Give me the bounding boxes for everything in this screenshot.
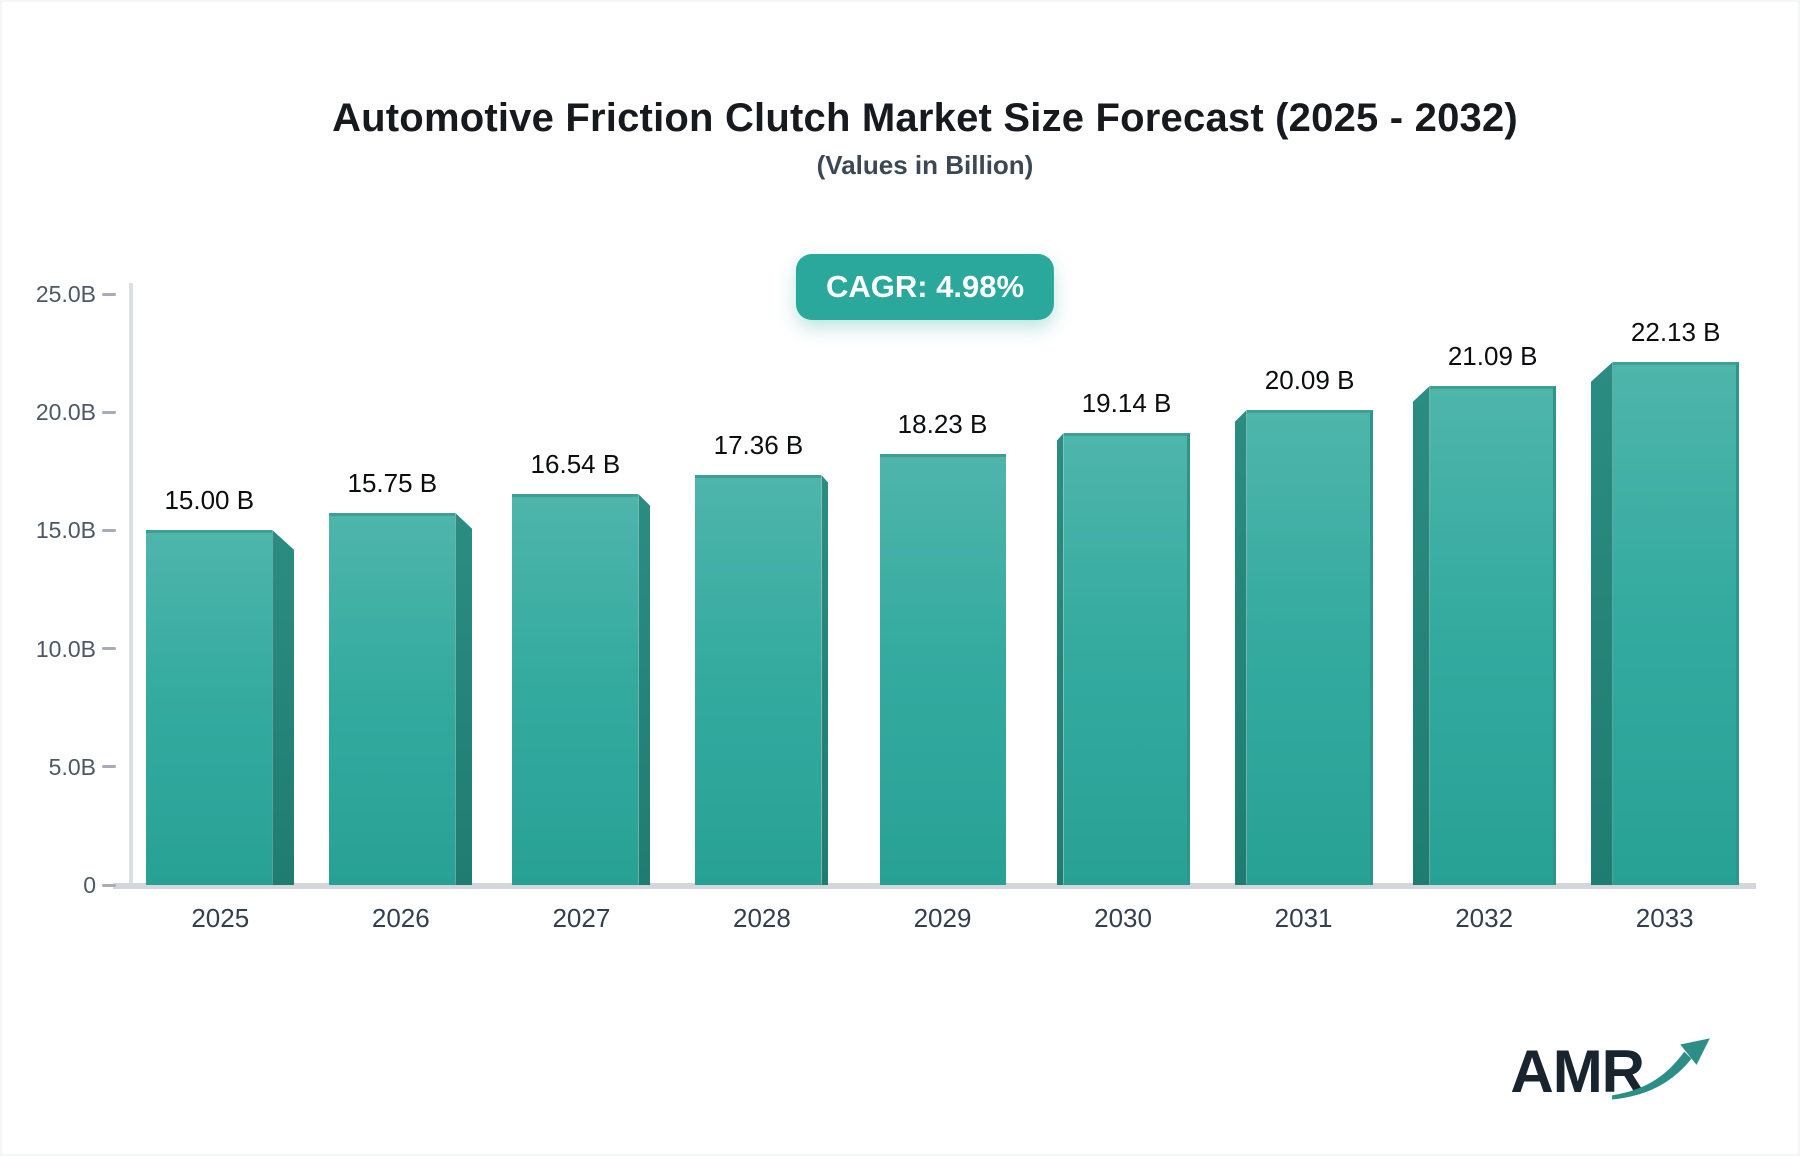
bar-3d-side-2027 — [638, 494, 651, 885]
bar-2031 — [1246, 410, 1373, 885]
y-axis-tick-mark — [102, 883, 116, 887]
x-axis-label-2026: 2026 — [371, 903, 430, 933]
y-axis-tick-label: 15.0B — [35, 517, 96, 544]
amr-logo-text: AMR — [1510, 1038, 1645, 1105]
bar-2033 — [1612, 362, 1739, 885]
bar-value-label-2031: 20.09 B — [1264, 365, 1355, 395]
bar-value-label-2027: 16.54 B — [530, 449, 621, 479]
y-axis-tick-label: 0 — [83, 872, 96, 898]
y-axis-tick-mark — [102, 647, 116, 651]
x-axis-label-2025: 2025 — [191, 903, 250, 933]
x-axis-label-2029: 2029 — [913, 903, 972, 933]
bar-2029 — [879, 454, 1006, 885]
chart-subtitle: (Values in Billion) — [816, 150, 1034, 180]
bar-2025 — [146, 530, 273, 885]
plot-area: 0 5.0B 10.0B 15.0B 20.0B 25.0B 15.00 B 2025 15.7… — [36, 282, 1756, 933]
bar-3d-side-2032 — [1412, 386, 1430, 885]
y-axis-tick-mark — [102, 292, 116, 296]
y-axis-tick-label: 5.0B — [48, 753, 96, 780]
x-axis-label-2027: 2027 — [552, 903, 611, 933]
bar-value-label-2026: 15.75 B — [347, 468, 438, 498]
y-axis-tick-label: 20.0B — [35, 399, 96, 426]
bar-value-label-2030: 19.14 B — [1081, 388, 1172, 418]
bar-2028 — [695, 475, 822, 885]
bar-value-label-2029: 18.23 B — [897, 409, 988, 439]
bar-2026 — [329, 513, 456, 885]
cagr-badge: CAGR: 4.98% — [795, 254, 1055, 320]
bar-3d-side-2028 — [821, 475, 829, 885]
bar-3d-side-2033 — [1590, 362, 1613, 885]
growth-arrow-icon — [1612, 1038, 1710, 1100]
x-axis-line — [113, 883, 1756, 889]
bar-value-label-2033: 22.13 B — [1630, 317, 1721, 347]
x-axis-label-2030: 2030 — [1094, 903, 1152, 933]
bar-3d-side-2026 — [455, 513, 473, 885]
bar-3d-side-2030 — [1056, 433, 1064, 885]
amr-logo: AMR — [1510, 1038, 1722, 1108]
y-axis-tick-mark — [102, 528, 116, 532]
bar-value-label-2032: 21.09 B — [1447, 341, 1538, 371]
bar-3d-side-2025 — [272, 530, 295, 885]
x-axis-label-2031: 2031 — [1274, 903, 1333, 933]
bar-value-label-2028: 17.36 B — [713, 430, 804, 460]
chart-title: Automotive Friction Clutch Market Size F… — [332, 96, 1518, 140]
y-axis-line — [129, 283, 133, 885]
bar-2032 — [1429, 386, 1556, 885]
x-axis-label-2033: 2033 — [1635, 903, 1694, 933]
x-axis-label-2028: 2028 — [733, 903, 791, 933]
bar-value-label-2025: 15.00 B — [164, 485, 255, 515]
y-axis-tick-mark — [102, 410, 116, 414]
x-axis-label-2032: 2032 — [1455, 903, 1514, 933]
y-axis-tick-label: 25.0B — [35, 281, 96, 307]
bar-3d-side-2031 — [1234, 410, 1247, 885]
bar-2030 — [1063, 433, 1190, 885]
y-axis-tick-label: 10.0B — [35, 635, 96, 662]
bar-2027 — [512, 494, 639, 885]
y-axis-tick-mark — [102, 765, 116, 769]
